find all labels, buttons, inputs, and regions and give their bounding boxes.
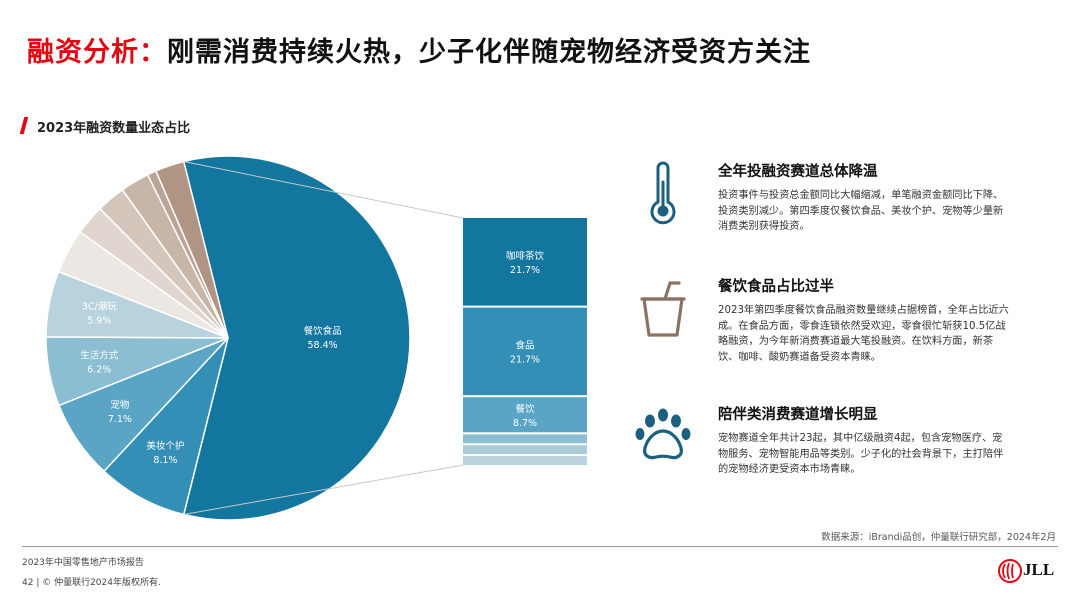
breakdown-segment-3 — [463, 434, 587, 444]
insight-title-2: 餐饮食品占比过半 — [718, 279, 834, 295]
insight-body-1: 投资事件与投资总金额同比大幅缩减，单笔融资金额同比下降、投资类别减少。第四季度仅… — [718, 190, 1004, 232]
pie-value-1: 8.1% — [153, 455, 177, 466]
breakdown-label-0: 咖啡茶饮 — [506, 250, 545, 262]
connector-line-bottom — [183, 464, 464, 515]
pie-slice-1 — [102, 337, 229, 516]
pie-chart: 餐饮食品58.4%美妆个护8.1%宠物7.1%生活方式6.2%3C/潮玩5.9%… — [45, 155, 587, 520]
breakdown-segment-5 — [463, 456, 587, 465]
page-title-rest: 刚需消费持续火热，少子化伴随宠物经济受资方关注 — [167, 37, 811, 68]
data-source: 数据来源：iBrandi品创，仲量联行研究部，2024年2月 — [821, 532, 1056, 543]
insight-body-2: 2023年第四季度餐饮食品融资数量继续占据榜首，全年占比近六成。在食品方面，零食… — [718, 305, 1009, 363]
drink-cup-icon — [640, 281, 686, 337]
paw-icon — [635, 408, 691, 460]
breakdown-segment-1 — [463, 307, 587, 396]
report-name: 2023年中国零售地产市场报告 — [22, 558, 144, 568]
pie-label-4: 3C/潮玩 — [82, 300, 117, 312]
page-title-accent: 融资分析： — [27, 37, 167, 68]
pie-value-3: 6.2% — [87, 364, 111, 375]
pie-label-0: 餐饮食品 — [304, 325, 342, 337]
page-title: 融资分析：刚需消费持续火热，少子化伴随宠物经济受资方关注 — [27, 30, 811, 69]
footer-divider — [22, 546, 1058, 547]
breakdown-segment-2 — [463, 397, 587, 433]
pie-slice-0 — [182, 155, 411, 520]
insight-title-3: 陪伴类消费赛道增长明显 — [718, 407, 878, 423]
jll-logo — [998, 559, 1022, 583]
pie-label-1: 美妆个护 — [146, 440, 184, 452]
logo-text: JLL — [1023, 560, 1055, 579]
breakdown-segment-0 — [463, 218, 587, 306]
pie-value-2: 7.1% — [108, 414, 132, 425]
breakdown-value-0: 21.7% — [510, 265, 540, 276]
insight-title-1: 全年投融资赛道总体降温 — [718, 164, 878, 180]
thermometer-icon — [650, 161, 676, 225]
breakdown-label-2: 餐饮 — [515, 403, 535, 415]
connector-line-top — [183, 161, 464, 219]
pie-value-0: 58.4% — [308, 340, 338, 351]
page-number: 42 | © 仲量联行2024年版权所有. — [22, 578, 161, 588]
breakdown-value-2: 8.7% — [513, 418, 537, 429]
chart-subtitle: 2023年融资数量业态占比 — [37, 121, 191, 136]
breakdown-label-1: 食品 — [515, 339, 534, 351]
pie-label-3: 生活方式 — [80, 349, 119, 361]
pie-value-4: 5.9% — [87, 315, 111, 326]
pie-label-2: 宠物 — [110, 399, 130, 411]
breakdown-value-1: 21.7% — [510, 354, 540, 365]
insight-body-3: 宠物赛道全年共计23起，其中亿级融资4起，包含宠物医疗、宠物服务、宠物智能用品等… — [718, 433, 1004, 475]
breakdown-segment-4 — [463, 445, 587, 455]
